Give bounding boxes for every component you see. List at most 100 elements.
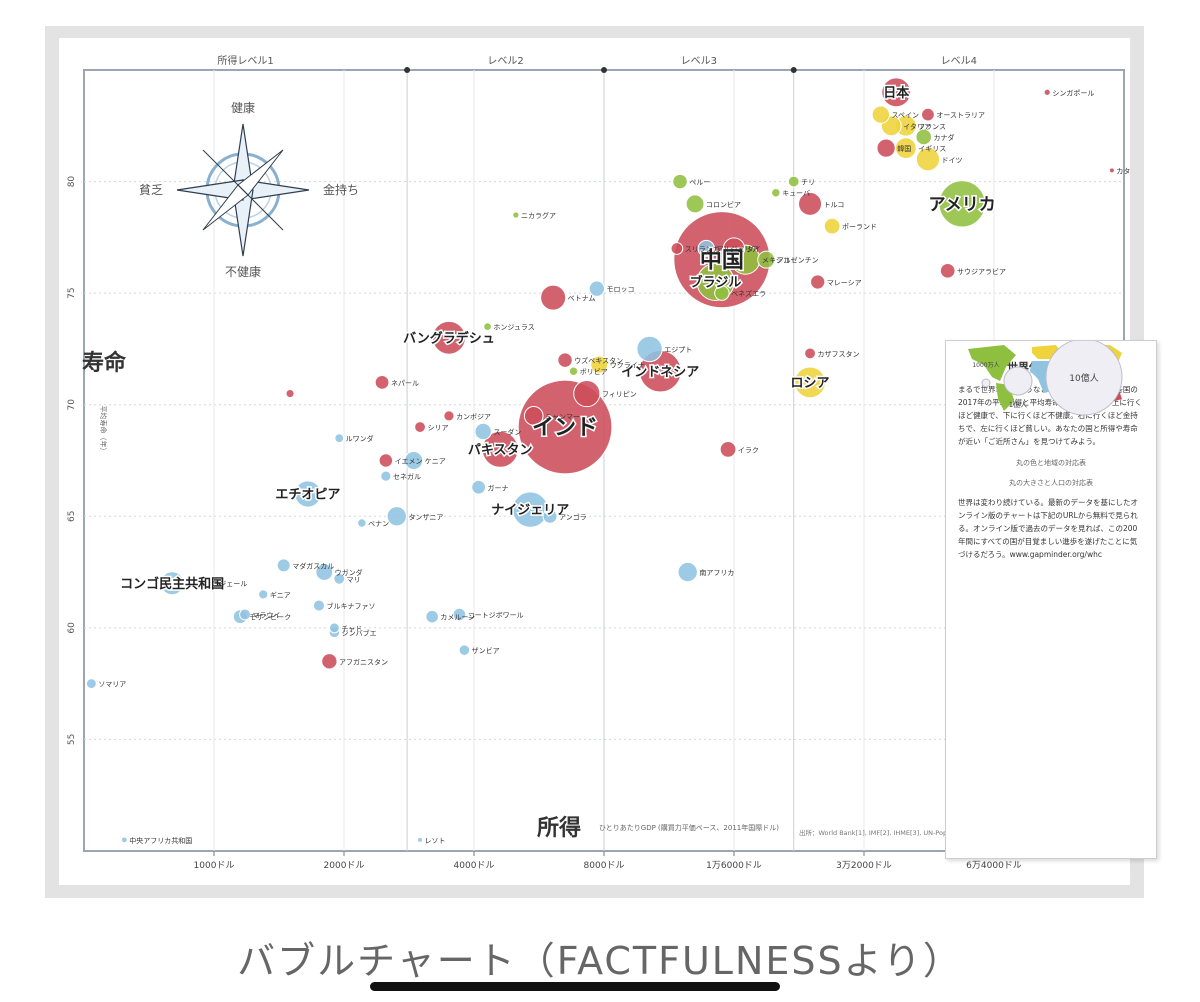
- country-label: ホンジュラス: [493, 324, 534, 332]
- country-label: セネガル: [393, 472, 421, 481]
- country-label: ニカラグア: [521, 211, 556, 220]
- bubble: [334, 433, 345, 444]
- country-label: 南アフリカ: [699, 568, 734, 577]
- bubble: [568, 366, 579, 376]
- bubble: [481, 430, 519, 468]
- country-label: マダガスカル: [292, 561, 334, 570]
- country-label: ミャンマー: [545, 413, 580, 421]
- bubble: [160, 571, 185, 596]
- country-label: スーダン: [493, 427, 521, 436]
- y-tick-label: 75: [67, 287, 77, 298]
- country-label: コロンビア: [706, 200, 741, 209]
- country-label: フィリピン: [602, 391, 637, 399]
- bubble: [404, 450, 424, 471]
- country-label: アフガニスタン: [339, 657, 388, 666]
- bubble: [380, 470, 392, 482]
- bubble: [915, 147, 941, 172]
- bubble-chart: 55 60 65 70 75 80 1000ドル 2000ドル 4000ドル 8000ドル 1万60…: [59, 38, 1157, 885]
- bubble: [374, 375, 390, 390]
- bubble: [714, 285, 730, 301]
- x-tick-label: 8000ドル: [584, 861, 625, 871]
- bubble: [771, 187, 781, 198]
- compass-south-label: 不健康: [225, 264, 261, 279]
- country-label: ブラジル: [690, 275, 742, 291]
- country-label: スペイン: [891, 112, 919, 120]
- country-label: ペルー: [689, 179, 710, 187]
- bubble: [921, 107, 935, 122]
- country-label: カンボジア: [456, 413, 491, 421]
- country-label: エチオピア: [275, 488, 340, 503]
- size-legend: 1000万人 1億人 10億人: [972, 341, 1123, 416]
- y-tick-label: 55: [67, 734, 77, 745]
- bubble: [876, 138, 896, 158]
- bubble: [452, 607, 467, 622]
- bubble: [573, 379, 601, 408]
- bubble: [333, 572, 346, 585]
- bubble: [85, 678, 97, 690]
- country-label: パキスタン: [468, 443, 533, 458]
- country-label: シリア: [427, 424, 448, 432]
- country-label: モザンビーク: [249, 613, 291, 622]
- bubble: [414, 421, 426, 433]
- bubble: [120, 836, 128, 844]
- country-label: ボリビア: [580, 367, 608, 376]
- country-label: モロッコ: [607, 286, 635, 294]
- bubble: [417, 836, 424, 843]
- bubble: [915, 128, 933, 146]
- bubble: [328, 622, 340, 634]
- bubble: [523, 406, 544, 426]
- x-axis-note: ひとりあたりGDP (購買力平価ベース、2011年国際ドル): [599, 823, 779, 832]
- bubble: [321, 653, 338, 670]
- bubble: [590, 355, 609, 374]
- country-label: ガーナ: [488, 483, 509, 492]
- home-indicator[interactable]: [370, 982, 780, 991]
- country-label: シンガポール: [1052, 88, 1094, 97]
- bubble: [239, 608, 251, 621]
- country-label: カナダ: [934, 133, 955, 142]
- x-tick-label: 1000ドル: [194, 861, 235, 871]
- bubble: [939, 262, 956, 279]
- country-label: ベナン: [368, 520, 389, 528]
- x-tick-label: 1万6000ドル: [706, 861, 762, 871]
- country-label: トルコ: [824, 201, 845, 209]
- income-level-label: レベル4: [941, 55, 977, 67]
- country-label: エジプト: [664, 346, 692, 354]
- bubble: [823, 217, 841, 235]
- compass-east-label: 金持ち: [323, 182, 359, 197]
- country-label: インドネシア: [621, 365, 699, 380]
- level-boundary-dot: [404, 67, 411, 73]
- country-label: 中央アフリカ共和国: [129, 836, 192, 845]
- country-label: イタリア: [903, 122, 931, 131]
- country-label: イエメン: [395, 458, 423, 466]
- income-level-label: 所得レベル1: [217, 55, 273, 67]
- country-label: カメルーン: [440, 614, 475, 622]
- bubble: [798, 191, 823, 216]
- country-label: ナイジェリア: [491, 503, 569, 518]
- country-label: オーストラリア: [936, 112, 985, 120]
- caption: バブルチャート（FACTFULNESSより）: [237, 939, 963, 983]
- country-label: ネパール: [391, 379, 419, 387]
- country-label: ウクライナ: [610, 362, 645, 370]
- bubble: [557, 352, 573, 368]
- y-tick-label: 65: [67, 511, 77, 522]
- bubble: [881, 77, 912, 108]
- bubble: [471, 479, 487, 495]
- country-label: ジンバブエ: [342, 628, 377, 637]
- compass-west-label: 貧乏: [139, 183, 163, 197]
- bubble: [258, 589, 269, 600]
- country-label: ルワンダ: [346, 434, 374, 443]
- country-label: ベネズエラ: [731, 289, 766, 298]
- income-level-label: レベル2: [487, 55, 523, 67]
- bubble: [276, 558, 291, 573]
- y-axis-note: 平均寿命（年）: [99, 406, 108, 455]
- country-label: マラウイ: [252, 611, 280, 619]
- country-label: スリランカ: [685, 246, 720, 254]
- country-label: ロシア: [791, 376, 830, 391]
- bubble: [677, 561, 698, 583]
- level-boundary-dot: [601, 67, 607, 73]
- bubble: [672, 173, 688, 190]
- size-label-small: 1000万人: [972, 362, 999, 369]
- bubble: [810, 274, 826, 290]
- y-tick-label: 60: [67, 622, 77, 634]
- info-outro: 世界は変わり続けている。最新のデータを基にしたオンライン版のチャートは下記のUR…: [958, 498, 1138, 559]
